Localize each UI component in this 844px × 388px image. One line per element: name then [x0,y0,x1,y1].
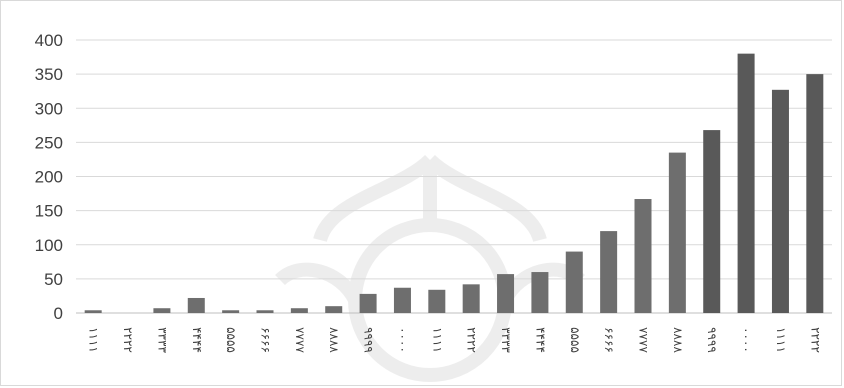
x-tick-label: ۹۹۹۹ [705,327,719,353]
x-tick-label: ۸۸۸۸ [327,327,341,353]
bar [187,297,205,313]
y-tick-label: 150 [35,202,63,221]
x-tick-label: ۶۶۶۶ [259,327,273,353]
bar [393,287,411,313]
bar [462,284,480,313]
y-tick-label: 250 [35,133,63,152]
y-tick-label: 200 [35,168,63,187]
bar [153,308,171,313]
x-tick-label: ۱۱۱۱ [430,327,444,353]
bar [359,293,377,313]
x-tick-label: ۲۲۲۲ [465,327,479,353]
x-tick-label: ۲۲۲۲ [808,327,822,353]
bar [565,251,583,313]
bar [634,199,652,313]
x-tick-label: ۵۵۵۵ [224,327,238,353]
bar [325,306,343,313]
bar [497,274,515,313]
bar [703,130,721,313]
x-tick-label: ۱۱۱۱ [774,327,788,353]
bar [84,310,102,313]
y-tick-label: 50 [44,270,63,289]
x-tick-label: ۸۸۸۸ [671,327,685,353]
bar [668,152,686,313]
x-tick-label: ۴۴۴۴ [533,327,547,353]
x-tick-label: ۳۳۳۳ [155,327,169,353]
bar [737,53,755,314]
bar [290,308,308,313]
y-tick-label: 300 [35,99,63,118]
bar [806,74,824,313]
bar [531,272,549,313]
y-tick-label: 400 [35,31,63,50]
bar [256,310,274,313]
y-tick-label: 0 [54,304,63,323]
x-tick-label: ۷۷۷۷ [293,327,307,353]
y-tick-label: 100 [35,236,63,255]
y-tick-label: 350 [35,65,63,84]
x-tick-label: ۵۵۵۵ [568,327,582,353]
x-tick-label: ۳۳۳۳ [499,327,513,353]
x-tick-label: ۲۲۲۲ [121,327,135,353]
bar [771,89,789,313]
x-tick-label: ۶۶۶۶ [602,327,616,353]
x-tick-label: ۱۱۱۱ [87,327,101,353]
x-tick-label: ۴۴۴۴ [190,327,204,353]
x-tick-label: ۰۰۰۰ [396,327,410,353]
bar [428,289,446,313]
x-tick-label: ۹۹۹۹ [362,327,376,353]
x-tick-label: ۷۷۷۷ [637,327,651,353]
x-tick-label: ۰۰۰۰ [740,327,754,353]
bar [600,231,618,313]
bar [222,310,240,313]
